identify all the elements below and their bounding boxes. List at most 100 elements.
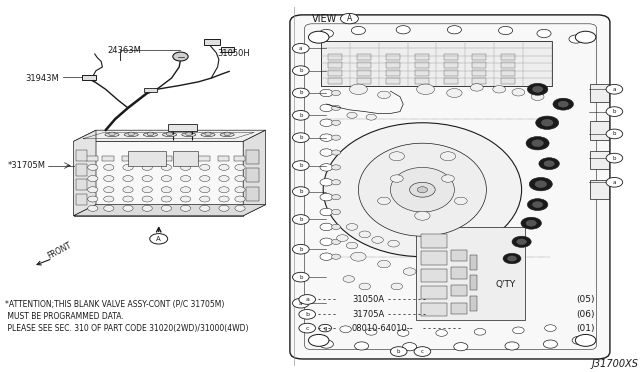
Text: b: b [612,155,616,161]
Circle shape [332,105,340,110]
Circle shape [512,89,525,96]
Circle shape [142,205,152,211]
Circle shape [235,187,245,193]
Circle shape [186,132,192,136]
Circle shape [180,196,191,202]
Circle shape [180,176,191,182]
Bar [221,47,234,52]
Circle shape [219,205,229,211]
Bar [415,54,429,60]
Bar [357,62,371,68]
Bar [470,255,477,270]
Text: b: b [299,113,303,118]
Circle shape [123,196,133,202]
Polygon shape [74,130,266,141]
Circle shape [397,330,409,336]
Circle shape [396,26,410,34]
Circle shape [365,328,377,335]
Circle shape [320,89,333,97]
Circle shape [299,323,316,333]
Circle shape [308,31,329,43]
Ellipse shape [105,133,119,137]
Circle shape [235,205,245,211]
Bar [451,250,467,261]
Bar [386,70,400,76]
Circle shape [332,195,340,200]
Bar [357,78,371,84]
Ellipse shape [220,133,234,137]
Circle shape [606,107,623,116]
Circle shape [292,44,309,53]
Circle shape [403,268,416,275]
Text: FRONT: FRONT [46,241,73,261]
Circle shape [200,205,210,211]
Circle shape [417,84,435,94]
Circle shape [319,324,332,332]
Circle shape [320,238,333,246]
Text: c: c [305,326,309,331]
Circle shape [88,187,98,193]
Circle shape [166,132,173,136]
Bar [357,54,371,60]
Bar [218,156,229,161]
Circle shape [104,176,114,182]
Bar [590,151,609,169]
Circle shape [417,187,428,193]
Circle shape [292,215,309,224]
Circle shape [332,135,340,140]
Text: (05): (05) [576,295,595,304]
Circle shape [512,236,531,247]
Circle shape [532,140,543,147]
Circle shape [436,330,447,336]
Polygon shape [74,205,266,216]
Bar [357,70,371,76]
Bar [86,156,98,161]
Circle shape [527,83,548,95]
Circle shape [161,205,172,211]
Bar [144,88,157,92]
Circle shape [200,187,210,193]
Circle shape [415,211,430,220]
Bar [590,121,609,140]
Circle shape [340,13,358,24]
Circle shape [351,26,365,35]
Circle shape [454,343,468,351]
Circle shape [521,217,541,229]
Circle shape [572,336,586,344]
Bar [82,75,96,80]
Bar [386,62,400,68]
Bar [173,151,198,166]
Bar [246,150,259,164]
Circle shape [332,224,340,230]
Bar [472,62,486,68]
Text: *31705M: *31705M [8,161,45,170]
Circle shape [499,26,513,35]
Circle shape [104,205,114,211]
Circle shape [292,244,309,254]
Circle shape [292,133,309,142]
Circle shape [355,342,369,350]
Circle shape [388,240,399,247]
Circle shape [320,223,333,231]
Circle shape [142,176,152,182]
Bar [451,267,467,279]
Text: J31700XS: J31700XS [592,359,639,369]
Circle shape [161,164,172,170]
Circle shape [292,66,309,76]
Circle shape [320,119,333,126]
Circle shape [123,205,133,211]
Circle shape [493,86,506,93]
Bar [122,156,133,161]
Circle shape [292,298,309,308]
Circle shape [332,150,340,155]
Circle shape [123,164,133,170]
Circle shape [349,84,367,94]
Bar [590,84,609,102]
Circle shape [532,202,543,208]
Text: a: a [612,87,616,92]
Ellipse shape [143,133,157,137]
Bar [234,156,245,161]
Bar [501,78,515,84]
Text: ----: ---- [317,310,342,319]
Circle shape [529,177,552,191]
